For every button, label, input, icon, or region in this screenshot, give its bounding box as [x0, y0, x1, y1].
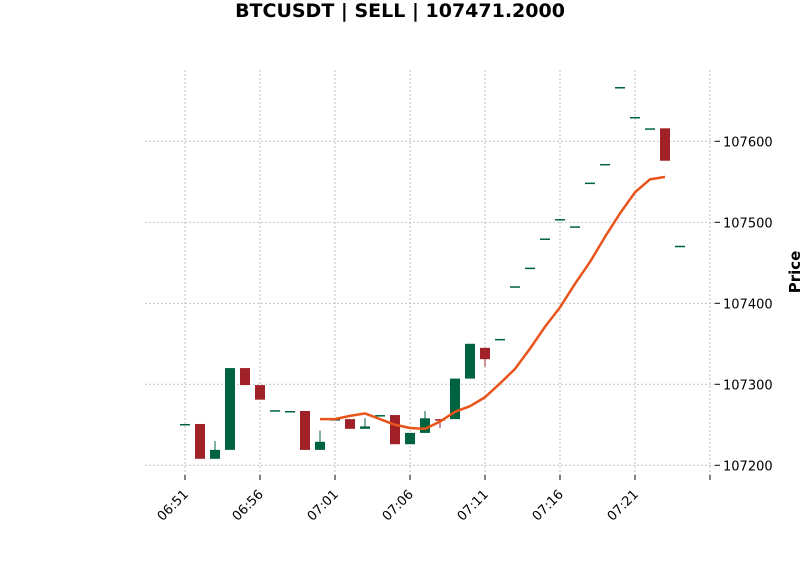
- candle-body: [495, 338, 505, 341]
- candle: [645, 128, 655, 130]
- y-axis-label: Price: [786, 251, 800, 294]
- candle-body: [555, 219, 565, 221]
- candle: [495, 338, 505, 341]
- candle: [270, 410, 280, 412]
- candle-body: [510, 286, 520, 288]
- candle: [360, 418, 370, 429]
- candle-body: [585, 182, 595, 185]
- candle-layer: [180, 87, 685, 459]
- candle: [525, 267, 535, 270]
- candle-body: [240, 368, 250, 386]
- candle-body: [630, 116, 640, 119]
- candle: [615, 87, 625, 89]
- candle-body: [360, 426, 370, 429]
- candle: [210, 440, 220, 459]
- candle-body: [390, 415, 400, 445]
- candle: [285, 411, 295, 413]
- candle: [465, 343, 475, 379]
- candle-body: [615, 87, 625, 89]
- candle: [255, 385, 265, 400]
- y-tick-label: 107500: [723, 216, 773, 231]
- x-tick-label: 07:21: [605, 487, 642, 524]
- candle-body: [210, 449, 220, 459]
- candle-body: [255, 385, 265, 400]
- candle-body: [570, 226, 580, 228]
- candle: [630, 116, 640, 119]
- moving-average-line: [320, 175, 666, 431]
- candle: [375, 415, 385, 417]
- candle-body: [675, 245, 685, 248]
- candle-body: [180, 423, 190, 426]
- candle: [240, 368, 250, 386]
- candle-body: [660, 128, 670, 161]
- y-tick-label: 107600: [723, 135, 773, 150]
- candle: [600, 163, 610, 166]
- candle: [675, 245, 685, 248]
- candle: [480, 347, 490, 367]
- candle-body: [600, 163, 610, 166]
- candle-body: [225, 368, 235, 450]
- candle: [180, 423, 190, 426]
- candle: [570, 226, 580, 228]
- candle-body: [270, 410, 280, 412]
- candle-body: [450, 378, 460, 420]
- candle: [585, 182, 595, 185]
- candle-body: [300, 411, 310, 450]
- y-tick-label: 107400: [723, 297, 773, 312]
- chart-title: BTCUSDT | SELL | 107471.2000: [235, 0, 565, 22]
- candle: [195, 423, 205, 459]
- candle-body: [540, 238, 550, 240]
- x-tick-label: 07:11: [455, 487, 492, 524]
- candle: [540, 238, 550, 240]
- candle: [450, 378, 460, 420]
- axis-layer: 107200 107300 107400 107500 107600 06:51 06:56…: [155, 135, 773, 524]
- x-tick-label: 06:51: [155, 487, 192, 524]
- candle: [315, 430, 325, 450]
- candle-body: [435, 419, 445, 421]
- candle-body: [465, 343, 475, 379]
- candle-body: [345, 419, 355, 429]
- candle-body: [480, 347, 490, 360]
- candle: [345, 419, 355, 429]
- y-tick-label: 107200: [723, 459, 773, 474]
- candle-body: [405, 432, 415, 445]
- candle: [390, 415, 400, 445]
- grid-layer: [145, 70, 715, 475]
- x-tick-label: 06:56: [230, 487, 267, 524]
- y-tick-label: 107300: [723, 378, 773, 393]
- candle-body: [420, 418, 430, 433]
- candle-body: [285, 411, 295, 413]
- moving-average-layer: [320, 175, 666, 431]
- candle: [660, 128, 670, 161]
- candle: [225, 368, 235, 450]
- candle: [300, 411, 310, 450]
- candle: [555, 219, 565, 221]
- candle: [405, 432, 415, 445]
- candle-body: [195, 423, 205, 459]
- candle-body: [525, 267, 535, 270]
- candle-body: [315, 441, 325, 450]
- candle-body: [645, 128, 655, 130]
- x-tick-label: 07:01: [305, 487, 342, 524]
- candle: [510, 286, 520, 288]
- x-tick-label: 07:16: [530, 487, 567, 524]
- candle-body: [375, 415, 385, 417]
- x-tick-label: 07:06: [380, 487, 417, 524]
